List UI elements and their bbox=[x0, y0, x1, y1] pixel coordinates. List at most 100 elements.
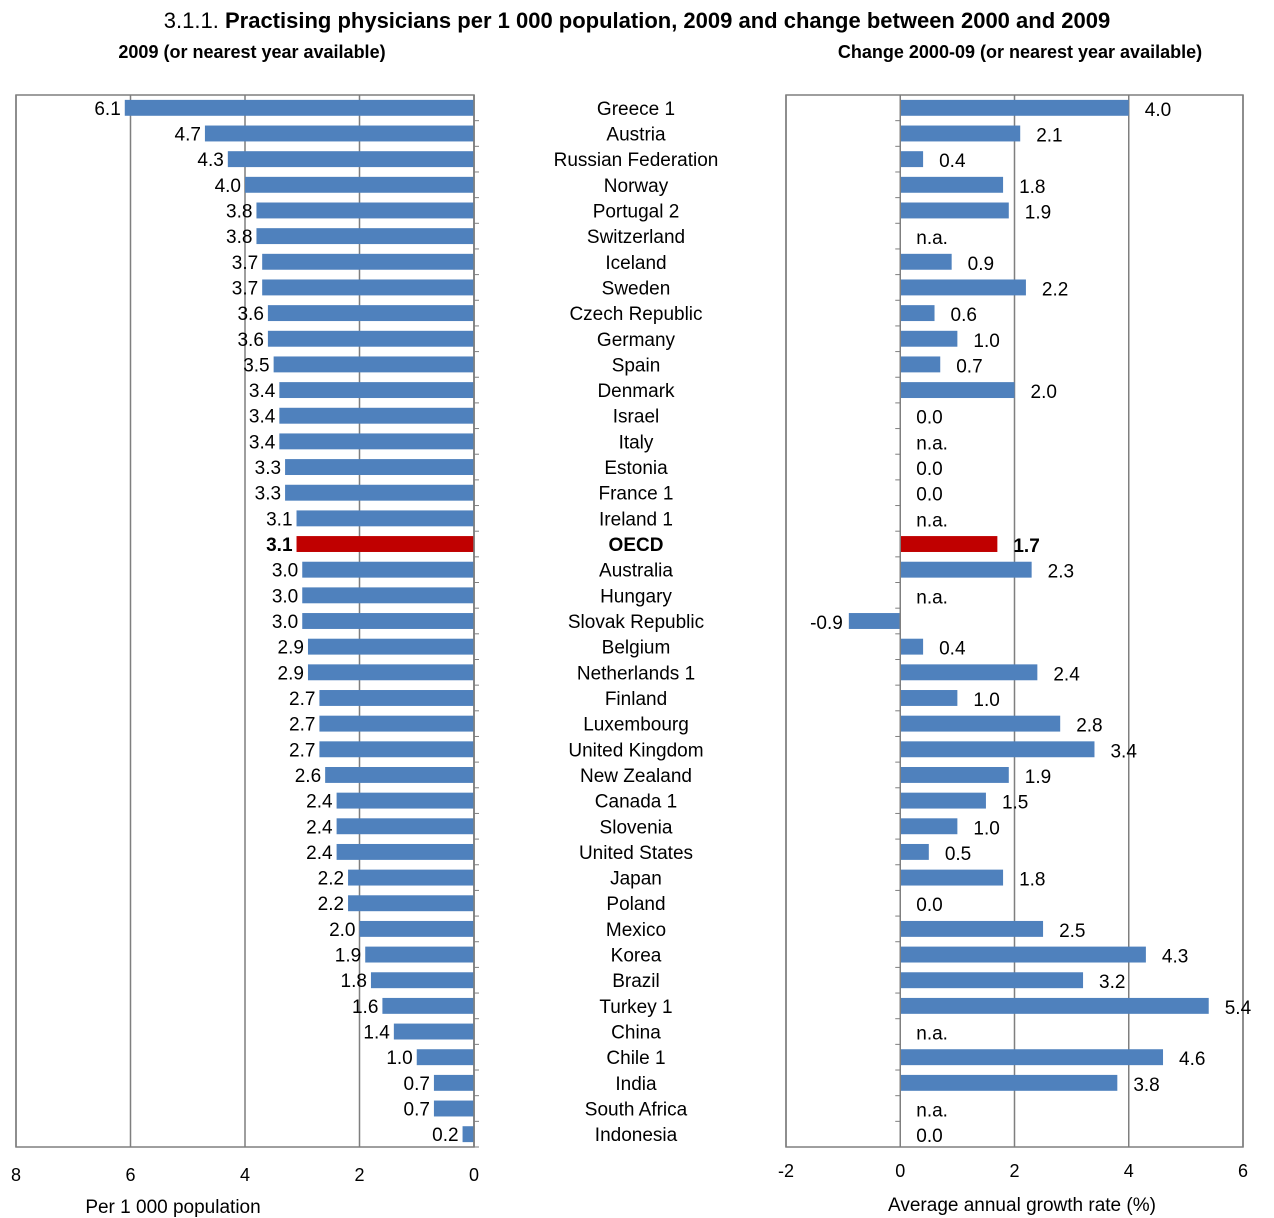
left-tick-label: 8 bbox=[11, 1165, 21, 1185]
country-label: Slovenia bbox=[600, 817, 673, 838]
country-label: Turkey 1 bbox=[599, 997, 672, 1018]
left-value-label: 6.1 bbox=[94, 99, 120, 120]
right-bars bbox=[848, 95, 1209, 1148]
left-tick-label: 0 bbox=[469, 1165, 479, 1185]
right-bar bbox=[900, 1049, 1164, 1066]
country-label: Switzerland bbox=[587, 227, 685, 248]
right-bar bbox=[900, 99, 1129, 116]
left-value-label: 1.8 bbox=[341, 971, 367, 992]
left-x-axis-title: Per 1 000 population bbox=[85, 1197, 260, 1218]
right-tick-label: 6 bbox=[1238, 1161, 1248, 1181]
left-bar bbox=[245, 176, 474, 193]
right-value-label: 2.3 bbox=[1048, 562, 1074, 583]
country-label: Indonesia bbox=[595, 1125, 678, 1146]
country-label: South Africa bbox=[585, 1100, 688, 1121]
left-value-label: 2.4 bbox=[306, 792, 333, 813]
left-value-label: 3.7 bbox=[232, 253, 258, 274]
left-bar bbox=[285, 484, 474, 501]
left-value-label: 2.7 bbox=[289, 689, 315, 710]
right-value-label: 2.0 bbox=[1031, 382, 1057, 403]
left-bar bbox=[325, 766, 474, 783]
left-bar bbox=[279, 382, 474, 399]
right-bar bbox=[900, 997, 1209, 1014]
left-value-label: 3.0 bbox=[272, 586, 298, 607]
country-label: China bbox=[611, 1023, 661, 1044]
right-value-label: 0.0 bbox=[916, 1126, 942, 1147]
left-value-label: 2.2 bbox=[318, 894, 344, 915]
left-bar bbox=[336, 792, 474, 809]
left-tick-label: 2 bbox=[354, 1165, 364, 1185]
country-labels: Greece 1 Austria Russian Federation Norway P… bbox=[554, 99, 719, 1146]
right-bar bbox=[900, 536, 998, 552]
country-label: New Zealand bbox=[580, 766, 692, 787]
left-bar bbox=[302, 587, 474, 604]
right-value-label: 4.6 bbox=[1179, 1049, 1205, 1070]
left-bar bbox=[302, 561, 474, 578]
right-bar bbox=[900, 202, 1009, 219]
left-value-label: 2.9 bbox=[278, 638, 304, 659]
country-label: Brazil bbox=[612, 971, 660, 992]
left-bar bbox=[359, 920, 474, 937]
right-bar bbox=[848, 613, 901, 629]
right-bar bbox=[900, 125, 1021, 142]
right-bar bbox=[900, 638, 924, 655]
left-value-label: 1.6 bbox=[352, 997, 378, 1018]
right-bar bbox=[900, 176, 1004, 193]
right-panel-subtitle: Change 2000-09 (or nearest year availabl… bbox=[838, 42, 1202, 62]
right-bar bbox=[900, 253, 952, 270]
country-label: Germany bbox=[597, 330, 676, 351]
left-bar bbox=[296, 536, 474, 552]
country-label: Hungary bbox=[600, 586, 672, 607]
right-value-label: n.a. bbox=[916, 228, 948, 249]
left-value-label: 3.6 bbox=[237, 304, 263, 325]
country-label: Finland bbox=[605, 689, 667, 710]
left-bar bbox=[393, 1023, 474, 1040]
left-value-label: 3.7 bbox=[232, 278, 258, 299]
country-label: Iceland bbox=[605, 253, 666, 274]
country-label: Portugal 2 bbox=[593, 201, 680, 222]
left-bar bbox=[462, 1126, 474, 1143]
right-value-label: n.a. bbox=[916, 433, 948, 454]
left-value-label: 3.4 bbox=[249, 432, 276, 453]
right-bar bbox=[900, 920, 1044, 937]
left-bar bbox=[336, 843, 474, 860]
country-label: Chile 1 bbox=[606, 1048, 665, 1069]
country-label: Netherlands 1 bbox=[577, 663, 695, 684]
left-bar bbox=[256, 202, 474, 219]
right-value-label: 4.0 bbox=[1145, 100, 1171, 121]
left-value-label: 3.1 bbox=[266, 509, 292, 530]
left-value-label: 1.4 bbox=[363, 1023, 390, 1044]
right-tick-label: 0 bbox=[895, 1161, 905, 1181]
left-tick-label: 6 bbox=[125, 1165, 135, 1185]
country-label: Spain bbox=[612, 355, 661, 376]
country-label: Ireland 1 bbox=[599, 509, 673, 530]
right-value-label: n.a. bbox=[916, 1024, 948, 1045]
country-label: India bbox=[615, 1074, 657, 1095]
right-bar bbox=[900, 1074, 1118, 1091]
left-value-label: 1.0 bbox=[386, 1048, 412, 1069]
country-label: Israel bbox=[613, 407, 659, 428]
country-label: Czech Republic bbox=[569, 304, 702, 325]
left-bar bbox=[433, 1074, 474, 1091]
left-bar bbox=[348, 895, 474, 912]
country-label: Canada 1 bbox=[595, 792, 677, 813]
right-bar bbox=[900, 766, 1009, 783]
left-bar bbox=[262, 279, 474, 296]
right-value-label: 0.7 bbox=[956, 356, 982, 377]
left-value-label: 3.0 bbox=[272, 561, 298, 582]
left-bar bbox=[124, 99, 475, 116]
left-bar bbox=[348, 869, 474, 886]
left-bar bbox=[204, 125, 475, 142]
right-value-label: 0.4 bbox=[939, 151, 966, 172]
left-bar bbox=[319, 715, 474, 732]
right-value-label: 0.4 bbox=[939, 639, 966, 660]
country-label: OECD bbox=[609, 535, 664, 556]
right-value-label: 0.6 bbox=[951, 305, 977, 326]
country-label: Sweden bbox=[602, 278, 671, 299]
left-value-label: 3.3 bbox=[255, 484, 281, 505]
left-bar bbox=[227, 151, 474, 168]
left-value-label: 4.7 bbox=[175, 124, 201, 145]
left-value-label: 3.4 bbox=[249, 381, 276, 402]
right-bar bbox=[900, 356, 941, 373]
left-bar bbox=[262, 253, 474, 270]
